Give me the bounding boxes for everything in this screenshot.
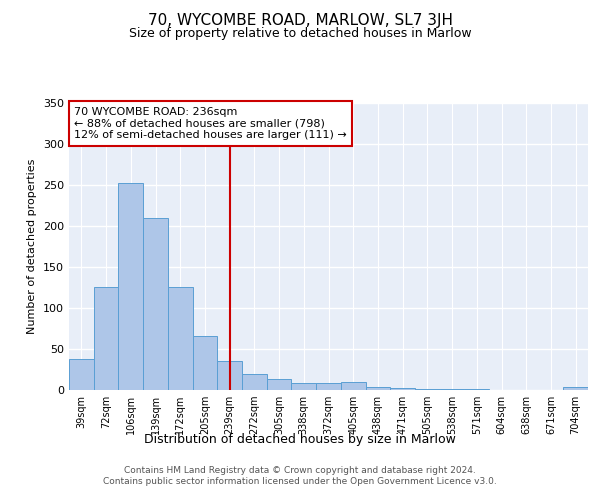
Bar bbox=[365, 386, 390, 390]
Bar bbox=[292, 384, 316, 390]
Text: Distribution of detached houses by size in Marlow: Distribution of detached houses by size … bbox=[144, 432, 456, 446]
Text: Size of property relative to detached houses in Marlow: Size of property relative to detached ho… bbox=[128, 28, 472, 40]
Bar bbox=[415, 389, 440, 390]
Bar bbox=[168, 288, 193, 390]
Bar bbox=[316, 382, 341, 390]
Bar bbox=[390, 388, 415, 390]
Text: Contains public sector information licensed under the Open Government Licence v3: Contains public sector information licen… bbox=[103, 478, 497, 486]
Text: 70 WYCOMBE ROAD: 236sqm
← 88% of detached houses are smaller (798)
12% of semi-d: 70 WYCOMBE ROAD: 236sqm ← 88% of detache… bbox=[74, 107, 347, 140]
Bar bbox=[94, 288, 118, 390]
Bar bbox=[193, 336, 217, 390]
Bar bbox=[563, 386, 588, 390]
Text: 70, WYCOMBE ROAD, MARLOW, SL7 3JH: 70, WYCOMBE ROAD, MARLOW, SL7 3JH bbox=[148, 12, 452, 28]
Bar bbox=[242, 374, 267, 390]
Bar bbox=[267, 378, 292, 390]
Y-axis label: Number of detached properties: Number of detached properties bbox=[28, 158, 37, 334]
Bar bbox=[143, 218, 168, 390]
Bar bbox=[440, 389, 464, 390]
Bar bbox=[118, 183, 143, 390]
Bar bbox=[341, 382, 365, 390]
Bar bbox=[464, 389, 489, 390]
Text: Contains HM Land Registry data © Crown copyright and database right 2024.: Contains HM Land Registry data © Crown c… bbox=[124, 466, 476, 475]
Bar bbox=[69, 359, 94, 390]
Bar bbox=[217, 361, 242, 390]
